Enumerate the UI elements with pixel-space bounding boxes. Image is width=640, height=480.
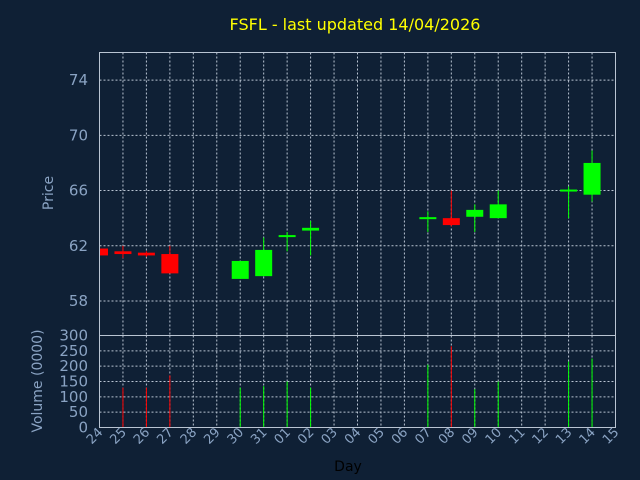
volume-grid (99, 335, 616, 428)
price-tick-label: 58 (69, 292, 88, 310)
candle-body (137, 252, 155, 256)
price-tick-label: 70 (69, 126, 88, 144)
volume-tick-label: 300 (59, 327, 88, 345)
candle-body (302, 227, 320, 231)
candle-body (255, 249, 273, 277)
candle-body (419, 217, 437, 220)
x-tick-label: 07 (412, 425, 434, 447)
x-axis-ticks: 24 25 26 27 28 29 30 31 01 02 03 04 05 06 07 08 09 10 11 12… (84, 425, 622, 447)
x-tick-label: 26 (131, 425, 153, 447)
candle-body (99, 248, 108, 256)
volume-tick-label: 200 (59, 357, 88, 375)
volume-tick-label: 250 (59, 342, 88, 360)
candle-body (442, 218, 460, 226)
candle-body (466, 209, 484, 217)
x-tick-label: 28 (178, 425, 200, 447)
x-tick-label: 02 (295, 425, 317, 447)
candle-body (583, 162, 601, 195)
x-tick-label: 31 (248, 425, 270, 447)
x-tick-label: 14 (577, 425, 599, 447)
candle-body (489, 204, 507, 219)
candles (99, 150, 601, 279)
chart-title: FSFL - last updated 14/04/2026 (230, 15, 481, 34)
x-tick-label: 15 (600, 425, 622, 447)
x-tick-label: 30 (225, 425, 247, 447)
x-tick-label: 06 (389, 425, 411, 447)
x-tick-label: 11 (506, 425, 528, 447)
price-tick-label: 74 (69, 71, 88, 89)
x-tick-label: 05 (365, 425, 387, 447)
price-grid (99, 52, 616, 336)
price-axis-label: Price (41, 176, 57, 210)
candle-body (161, 254, 179, 274)
candle-body (114, 251, 132, 255)
x-axis-label: Day (334, 459, 362, 475)
volume-tick-label: 150 (59, 373, 88, 391)
candle-body (560, 189, 578, 192)
x-tick-label: 12 (530, 425, 552, 447)
x-tick-label: 25 (107, 425, 129, 447)
x-tick-label: 04 (342, 425, 364, 447)
x-tick-label: 08 (436, 425, 458, 447)
x-tick-label: 01 (272, 425, 294, 447)
candle-body (231, 260, 249, 279)
volume-panel-frame (99, 335, 616, 428)
price-tick-label: 62 (69, 237, 88, 255)
volume-tick-label: 50 (69, 403, 88, 421)
volume-tick-label: 0 (78, 419, 88, 437)
x-tick-label: 09 (459, 425, 481, 447)
volume-bars (122, 346, 593, 428)
candle-body (278, 235, 296, 238)
price-axis-ticks: 58 62 66 70 74 (69, 71, 88, 310)
x-tick-label: 10 (483, 425, 505, 447)
volume-tick-label: 100 (59, 388, 88, 406)
price-tick-label: 66 (69, 182, 88, 200)
x-tick-label: 29 (201, 425, 223, 447)
volume-axis-label: Volume (0000) (30, 329, 46, 432)
x-tick-label: 27 (154, 425, 176, 447)
x-tick-label: 03 (319, 425, 341, 447)
x-tick-label: 13 (553, 425, 575, 447)
